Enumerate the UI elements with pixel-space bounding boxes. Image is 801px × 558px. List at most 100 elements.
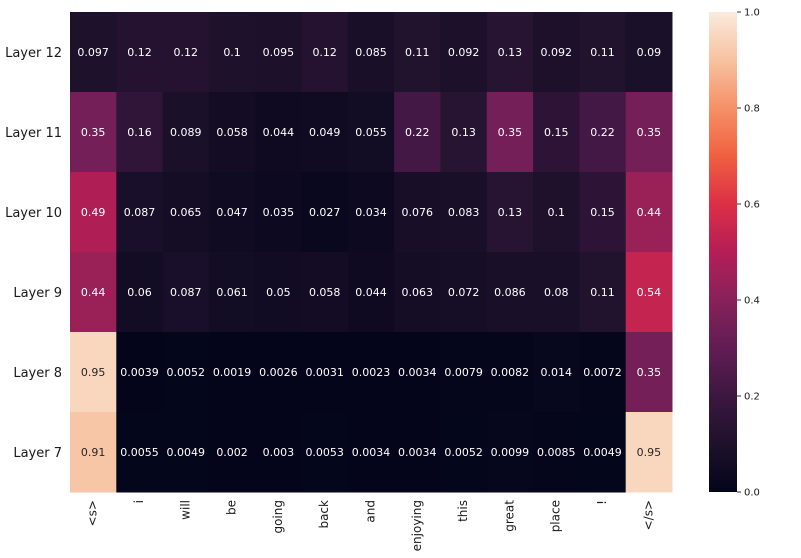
cell-value-label: 0.1: [547, 206, 565, 219]
cell-value-label: 0.35: [637, 126, 662, 139]
cell-value-label: 0.0049: [583, 446, 622, 459]
heatmap-cell: [162, 172, 210, 253]
heatmap-cell: [533, 172, 580, 253]
cell-value-label: 0.092: [540, 46, 572, 59]
cell-value-label: 0.22: [405, 126, 430, 139]
cell-value-label: 0.083: [448, 206, 480, 219]
cell-value-label: 0.065: [170, 206, 202, 219]
column-label: place: [549, 500, 563, 532]
heatmap-cell: [255, 332, 303, 413]
cell-value-label: 0.097: [77, 46, 109, 59]
cell-value-label: 0.076: [402, 206, 434, 219]
heatmap-cell: [625, 412, 673, 493]
cell-value-label: 0.44: [81, 286, 106, 299]
heatmap-cell: [301, 412, 349, 493]
heatmap-cell: [486, 412, 534, 493]
row-label: Layer 10: [5, 206, 62, 221]
cell-value-label: 0.0039: [120, 366, 159, 379]
cell-value-label: 0.055: [355, 126, 387, 139]
heatmap-cell: [255, 12, 303, 93]
heatmap-cell: [301, 92, 349, 173]
cell-value-label: 0.086: [494, 286, 526, 299]
cell-value-label: 0.049: [309, 126, 341, 139]
cell-value-label: 0.058: [309, 286, 341, 299]
cell-value-label: 0.061: [216, 286, 248, 299]
cell-value-label: 0.014: [540, 366, 572, 379]
heatmap-cell: [208, 332, 256, 413]
cell-value-label: 0.05: [266, 286, 291, 299]
heatmap-cell: [208, 12, 256, 93]
heatmap-cell: [579, 172, 627, 253]
heatmap-cell: [394, 252, 441, 333]
row-label: Layer 9: [13, 286, 62, 301]
heatmap-cell: [70, 172, 117, 253]
cell-value-label: 0.0082: [491, 366, 530, 379]
cell-value-label: 0.54: [637, 286, 662, 299]
cell-value-label: 0.0085: [537, 446, 576, 459]
heatmap-cell: [347, 412, 395, 493]
heatmap-cell: [301, 172, 349, 253]
heatmap-cell: [625, 332, 673, 413]
cell-value-label: 0.092: [448, 46, 480, 59]
heatmap-cell: [116, 252, 164, 333]
heatmap-cell: [301, 252, 349, 333]
cell-value-label: 0.12: [174, 46, 199, 59]
column-label: <s>: [86, 500, 100, 526]
heatmap-cell: [440, 332, 488, 413]
heatmap-cell: [70, 412, 117, 493]
cell-value-label: 0.003: [263, 446, 295, 459]
column-label: going: [271, 500, 285, 534]
heatmap-cell: [255, 412, 303, 493]
heatmap-cell: [440, 172, 488, 253]
heatmap-cell: [625, 12, 673, 93]
heatmap-cell: [301, 12, 349, 93]
heatmap-cell: [347, 332, 395, 413]
column-label: will: [178, 500, 192, 520]
cell-value-label: 0.0034: [398, 446, 437, 459]
column-labels: <s> i will be going back and enjoying this great p…: [86, 500, 656, 552]
cell-value-label: 0.11: [590, 46, 615, 59]
cell-value-label: 0.49: [81, 206, 106, 219]
heatmap-cell: [394, 412, 441, 493]
heatmap-cell: [625, 92, 673, 173]
column-label: enjoying: [410, 500, 424, 551]
cell-value-label: 0.13: [498, 46, 523, 59]
cell-value-label: 0.063: [402, 286, 434, 299]
heatmap-cell: [625, 252, 673, 333]
cell-value-label: 0.15: [544, 126, 569, 139]
cell-value-label: 0.11: [405, 46, 430, 59]
heatmap-cell: [579, 12, 627, 93]
cell-value-label: 0.12: [127, 46, 152, 59]
cell-value-label: 0.0026: [259, 366, 298, 379]
cell-value-label: 0.072: [448, 286, 480, 299]
cell-value-label: 0.002: [216, 446, 248, 459]
cell-value-label: 0.044: [263, 126, 295, 139]
heatmap-cell: [116, 12, 164, 93]
heatmap-cell: [533, 12, 580, 93]
cell-value-label: 0.027: [309, 206, 341, 219]
cell-value-label: 0.0052: [167, 366, 206, 379]
cell-value-label: 0.058: [216, 126, 248, 139]
heatmap-cell: [347, 172, 395, 253]
colorbar: [709, 12, 737, 492]
heatmap-cell: [70, 12, 117, 93]
row-label: Layer 7: [13, 446, 62, 461]
cell-value-label: 0.044: [355, 286, 387, 299]
heatmap-cell: [486, 92, 534, 173]
colorbar-tick-label: 1.0: [744, 8, 760, 19]
heatmap-cell: [162, 12, 210, 93]
cell-value-label: 0.0099: [491, 446, 530, 459]
heatmap-cell: [208, 412, 256, 493]
row-label: Layer 8: [13, 366, 62, 381]
heatmap-cell: [579, 252, 627, 333]
column-label: i: [132, 500, 146, 503]
heatmap-cell: [347, 12, 395, 93]
column-label: !: [595, 500, 609, 505]
heatmap-cell: [440, 252, 488, 333]
cell-value-label: 0.1: [223, 46, 241, 59]
cell-value-label: 0.06: [127, 286, 152, 299]
cell-value-label: 0.12: [312, 46, 337, 59]
heatmap-cell: [116, 332, 164, 413]
heatmap-cell: [116, 92, 164, 173]
